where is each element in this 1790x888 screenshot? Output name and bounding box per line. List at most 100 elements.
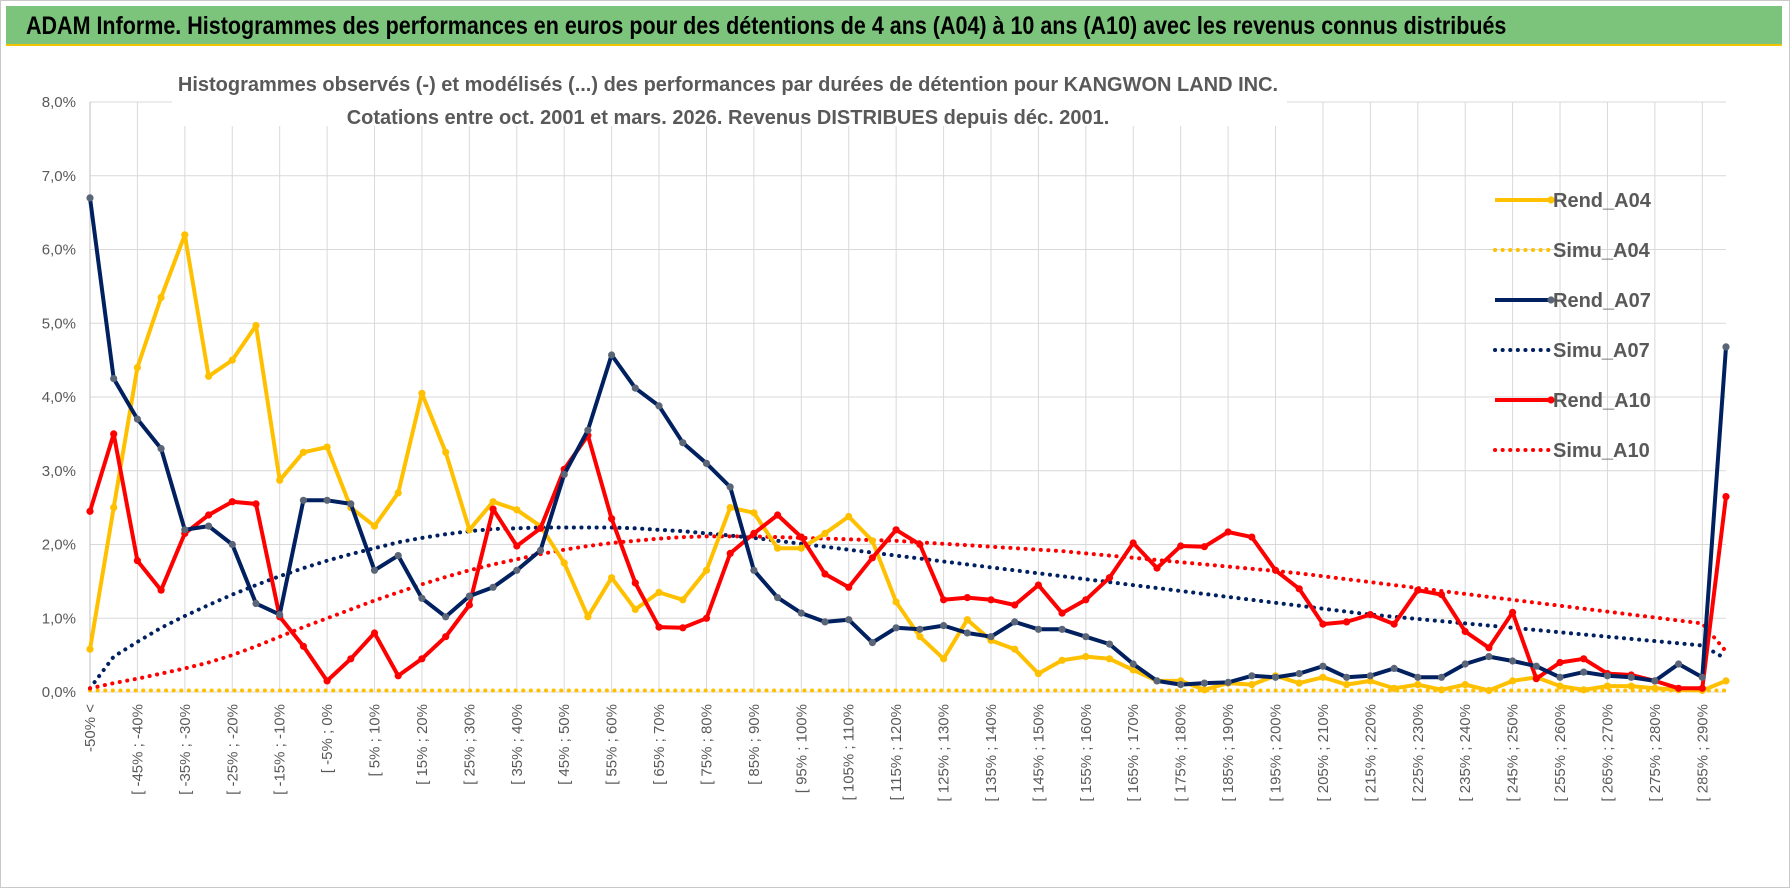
data-point-rend-a04 bbox=[916, 633, 924, 641]
data-point-rend-a10 bbox=[940, 596, 948, 604]
data-point-rend-a10 bbox=[1105, 574, 1114, 582]
data-point-rend-a10 bbox=[868, 554, 877, 562]
data-point-rend-a07 bbox=[797, 609, 805, 617]
data-point-rend-a07 bbox=[1105, 640, 1114, 648]
data-point-rend-a07 bbox=[1722, 343, 1730, 351]
data-point-rend-a10 bbox=[750, 529, 758, 538]
data-point-rend-a10 bbox=[1556, 658, 1564, 667]
y-tick-label: 6,0% bbox=[42, 242, 76, 259]
data-point-rend-a10 bbox=[702, 614, 711, 622]
data-point-rend-a07 bbox=[323, 496, 331, 504]
data-point-rend-a10 bbox=[797, 533, 805, 541]
data-point-rend-a07 bbox=[1390, 664, 1398, 673]
data-point-rend-a10 bbox=[1722, 493, 1730, 501]
data-point-rend-a04 bbox=[181, 231, 189, 239]
x-tick-label: [ 125% ; 130% bbox=[936, 704, 953, 802]
data-point-rend-a10 bbox=[1153, 564, 1161, 572]
data-point-rend-a04 bbox=[1414, 681, 1422, 689]
data-point-rend-a04 bbox=[205, 372, 213, 380]
data-point-rend-a04 bbox=[1248, 681, 1256, 689]
data-point-rend-a04 bbox=[726, 504, 734, 512]
data-point-rend-a10 bbox=[987, 596, 995, 604]
chart-title-line-2: Cotations entre oct. 2001 et mars. 2026.… bbox=[347, 107, 1110, 129]
data-point-rend-a04 bbox=[1011, 645, 1019, 653]
data-point-rend-a07 bbox=[370, 566, 379, 574]
data-point-rend-a10 bbox=[1058, 609, 1066, 617]
data-point-rend-a10 bbox=[1082, 596, 1090, 604]
data-point-rend-a04 bbox=[1722, 677, 1730, 685]
data-point-rend-a04 bbox=[1603, 682, 1611, 690]
x-tick-label: [ 145% ; 150% bbox=[1030, 704, 1047, 802]
data-point-rend-a10 bbox=[394, 672, 402, 680]
data-point-rend-a07 bbox=[228, 540, 236, 549]
data-point-rend-a07 bbox=[465, 592, 473, 600]
data-point-rend-a04 bbox=[228, 356, 236, 364]
data-point-rend-a07 bbox=[157, 445, 165, 453]
y-tick-label: 2,0% bbox=[42, 537, 76, 554]
data-point-rend-a04 bbox=[631, 605, 639, 614]
data-point-rend-a07 bbox=[774, 594, 782, 602]
data-point-rend-a10 bbox=[252, 500, 260, 508]
data-point-rend-a04 bbox=[157, 293, 165, 301]
data-point-rend-a10 bbox=[536, 524, 545, 532]
legend: Rend_A04 Simu_A04 Rend_A07 Simu_A07 Rend_A10… bbox=[1493, 190, 1652, 462]
data-point-rend-a10 bbox=[228, 498, 236, 506]
legend-marker bbox=[1547, 396, 1555, 404]
x-tick-label: [ 155% ; 160% bbox=[1078, 704, 1095, 802]
data-point-rend-a04 bbox=[1366, 677, 1374, 685]
data-point-rend-a04 bbox=[892, 598, 900, 606]
data-point-rend-a07 bbox=[1153, 677, 1161, 685]
data-point-rend-a10 bbox=[1224, 528, 1232, 536]
data-point-rend-a04 bbox=[418, 389, 426, 397]
data-point-rend-a07 bbox=[916, 625, 924, 633]
data-point-rend-a04 bbox=[868, 537, 877, 545]
x-tick-label: [ 235% ; 240% bbox=[1457, 704, 1474, 802]
data-point-rend-a04 bbox=[1319, 673, 1327, 681]
data-point-rend-a07 bbox=[110, 375, 118, 383]
data-point-rend-a10 bbox=[1437, 591, 1446, 599]
data-point-rend-a04 bbox=[1509, 677, 1517, 685]
chart-title-line-1: Histogrammes observés (-) et modélisés (… bbox=[178, 74, 1278, 96]
data-point-rend-a10 bbox=[655, 623, 663, 631]
data-point-rend-a07 bbox=[86, 194, 94, 202]
data-point-rend-a07 bbox=[1414, 673, 1422, 681]
data-point-rend-a10 bbox=[465, 601, 473, 609]
data-point-rend-a04 bbox=[1082, 653, 1090, 661]
data-point-rend-a10 bbox=[299, 642, 307, 650]
data-point-rend-a04 bbox=[489, 498, 497, 506]
x-tick-label: [ 105% ; 110% bbox=[841, 704, 858, 800]
data-point-rend-a04 bbox=[1295, 679, 1303, 687]
data-point-rend-a10 bbox=[1366, 611, 1374, 619]
x-tick-label: [ 95% ; 100% bbox=[793, 704, 810, 793]
x-tick-label: [ 275% ; 280% bbox=[1647, 704, 1664, 802]
data-point-rend-a04 bbox=[1129, 666, 1137, 674]
series-line-rend-a04 bbox=[88, 232, 1727, 693]
data-point-rend-a07 bbox=[655, 402, 663, 410]
data-point-rend-a10 bbox=[347, 655, 355, 663]
data-point-rend-a10 bbox=[1248, 533, 1256, 541]
data-point-rend-a10 bbox=[892, 526, 900, 534]
data-point-rend-a10 bbox=[1675, 684, 1683, 692]
data-point-rend-a07 bbox=[584, 426, 592, 434]
legend-label: Rend_A10 bbox=[1553, 390, 1651, 412]
data-point-rend-a04 bbox=[845, 512, 853, 521]
data-point-rend-a07 bbox=[821, 618, 829, 626]
data-point-rend-a10 bbox=[1461, 627, 1469, 636]
data-point-rend-a10 bbox=[489, 505, 497, 513]
data-point-rend-a07 bbox=[418, 594, 426, 602]
data-point-rend-a07 bbox=[726, 483, 734, 491]
data-point-rend-a04 bbox=[276, 476, 284, 484]
data-point-rend-a07 bbox=[513, 566, 521, 574]
x-tick-label: [ 245% ; 250% bbox=[1505, 704, 1522, 802]
data-point-rend-a07 bbox=[1627, 673, 1635, 681]
data-point-rend-a10 bbox=[963, 594, 971, 602]
x-tick-label: [ 175% ; 180% bbox=[1173, 704, 1190, 802]
legend-item-rend-a10: Rend_A10 bbox=[1495, 390, 1651, 412]
data-point-rend-a07 bbox=[347, 500, 355, 508]
data-point-rend-a10 bbox=[1034, 581, 1042, 589]
legend-label: Rend_A07 bbox=[1553, 290, 1651, 312]
data-point-rend-a04 bbox=[702, 566, 711, 574]
data-point-rend-a07 bbox=[560, 470, 568, 478]
series-rend-a10 bbox=[86, 430, 1730, 692]
